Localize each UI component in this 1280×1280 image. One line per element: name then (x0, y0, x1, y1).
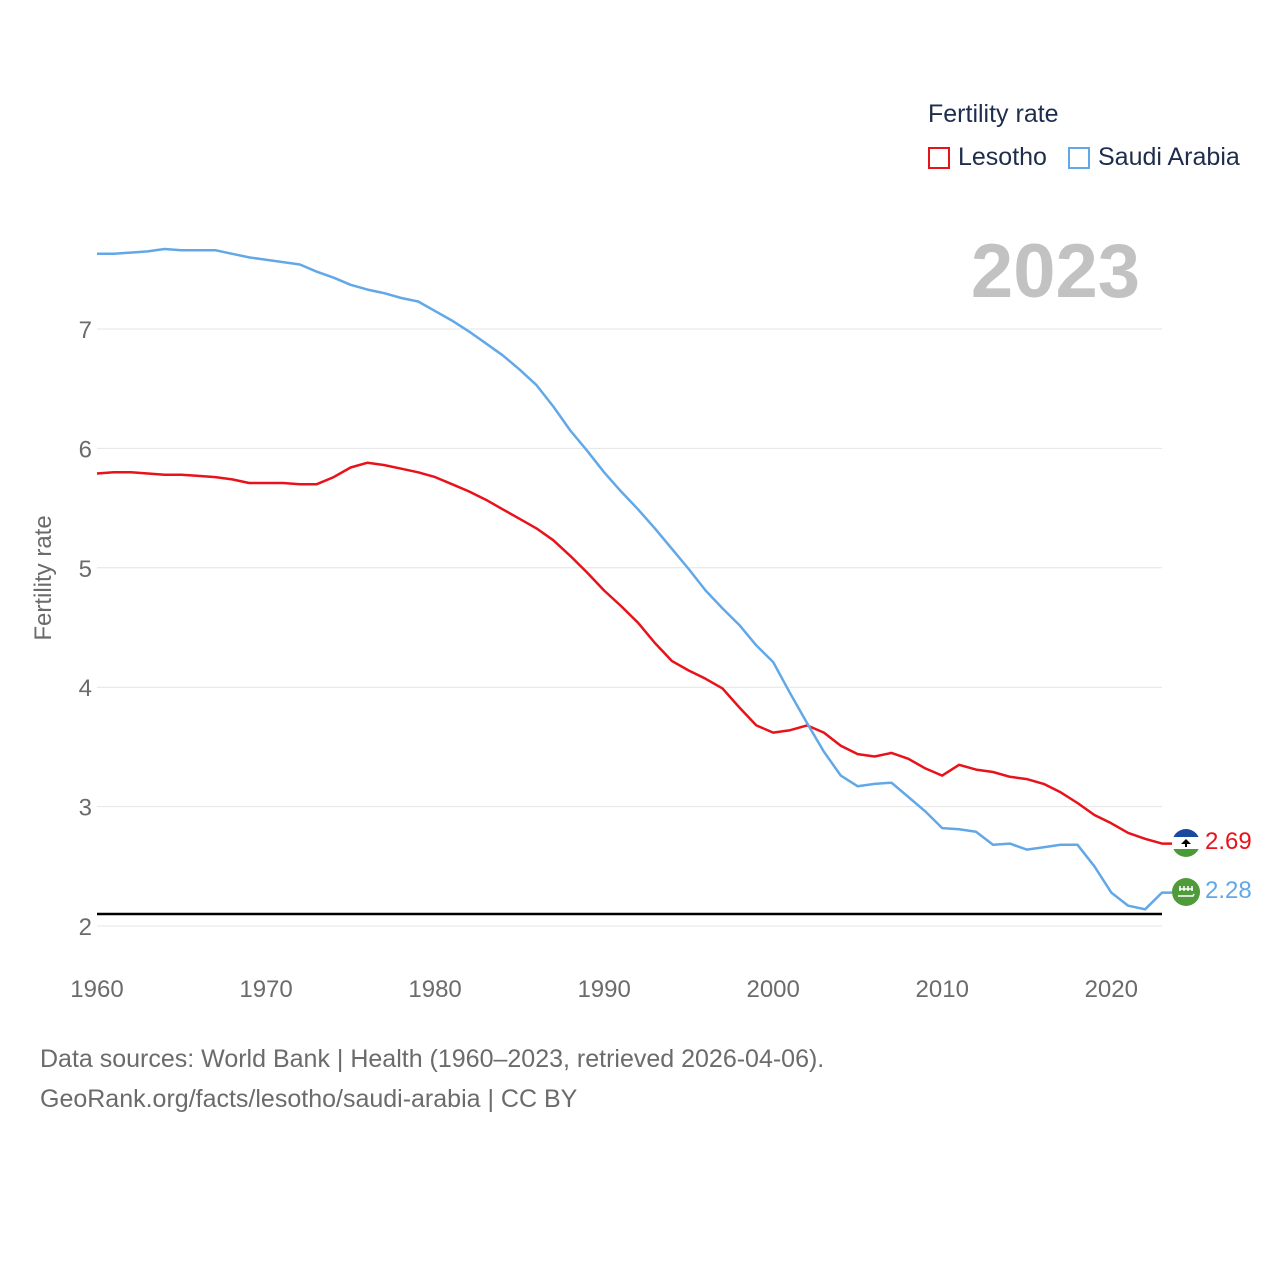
attribution-link[interactable]: GeoRank.org/facts/lesotho/saudi-arabia |… (40, 1085, 578, 1113)
y-tick-label: 7 (79, 317, 92, 344)
y-axis-label: Fertility rate (30, 515, 57, 640)
legend-label-lesotho: Lesotho (958, 143, 1047, 171)
x-tick-label: 1980 (408, 976, 461, 1003)
legend-swatch-saudi-arabia (1068, 146, 1090, 169)
series-line-lesotho (96, 461, 1172, 845)
x-tick-labels: 1960 1970 1980 1990 2000 2010 2020 (70, 976, 1138, 1003)
saudi-arabia-flag-icon (1172, 878, 1200, 906)
legend-item-lesotho[interactable]: Lesotho (928, 143, 1047, 172)
year-stamp: 2023 (970, 229, 1140, 314)
data-source-text: Data sources: World Bank | Health (1960–… (40, 1045, 825, 1073)
x-tick-label: 1990 (577, 976, 630, 1003)
legend-swatch-lesotho (928, 146, 950, 169)
series-lines (96, 247, 1172, 911)
y-tick-label: 6 (79, 436, 92, 463)
x-tick-label: 1960 (70, 976, 123, 1003)
lesotho-end-label: 2.69 (1205, 828, 1252, 855)
y-tick-label: 2 (79, 914, 92, 941)
y-tick-label: 5 (79, 556, 92, 583)
y-tick-labels: 2 3 4 5 6 7 (79, 317, 92, 941)
series-line-saudi-arabia (97, 247, 1172, 911)
saudi-arabia-end-label: 2.28 (1205, 877, 1252, 904)
y-tick-label: 3 (79, 795, 92, 822)
x-tick-label: 2020 (1085, 976, 1138, 1003)
legend-label-saudi-arabia: Saudi Arabia (1098, 143, 1240, 171)
y-gridlines (97, 328, 1162, 927)
lesotho-flag-icon (1172, 829, 1200, 857)
legend-item-saudi-arabia[interactable]: Saudi Arabia (1068, 143, 1240, 172)
x-tick-label: 2010 (916, 976, 969, 1003)
y-tick-label: 4 (79, 675, 92, 702)
legend-title: Fertility rate (928, 100, 1059, 128)
x-tick-label: 1970 (239, 976, 292, 1003)
x-tick-label: 2000 (746, 976, 799, 1003)
